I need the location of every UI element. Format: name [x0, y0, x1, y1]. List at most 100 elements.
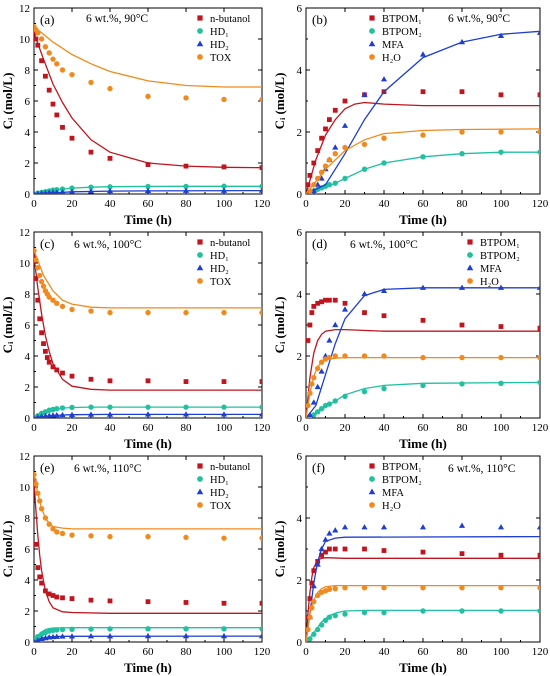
series-4-point: [537, 129, 540, 135]
series-4-point: [107, 309, 113, 316]
series-1-point: [183, 379, 189, 384]
x-tick-label: 40: [105, 198, 117, 210]
legend-marker: [369, 54, 375, 60]
series-2-point: [420, 382, 426, 389]
series-1-point: [39, 580, 44, 586]
series-2-point: [88, 184, 94, 190]
y-tick-label: 0: [297, 413, 303, 425]
series-4-point: [59, 67, 66, 73]
series-4-point: [35, 490, 41, 496]
series-4-point: [459, 354, 465, 361]
panel-label: (b): [312, 12, 327, 27]
x-tick-label: 0: [303, 198, 309, 210]
x-tick-label: 60: [143, 422, 155, 434]
series-1-point: [498, 324, 504, 329]
legend-marker: [196, 488, 204, 495]
legend-label: HD₁: [210, 27, 229, 38]
series-1-point: [327, 297, 332, 303]
y-axis-label: Cᵢ (mol/L): [272, 521, 287, 578]
y-tick-label: 0: [25, 637, 31, 649]
series-4-point: [46, 294, 52, 300]
series-1-point: [311, 160, 317, 166]
series-3-point: [318, 545, 325, 552]
series-1-point: [88, 376, 94, 382]
x-tick-label: 120: [532, 198, 549, 210]
series-2-point: [459, 151, 465, 157]
legend-label: HD₁: [210, 475, 229, 486]
series-3-point: [54, 189, 60, 194]
series-4-point: [221, 96, 227, 103]
x-axis-label: Time (h): [399, 212, 447, 227]
series-2-point: [459, 381, 465, 387]
series-2-point: [183, 183, 189, 190]
series-4-point: [46, 50, 52, 56]
condition-label: 6 wt.%, 100°C: [350, 239, 418, 251]
series-4-point: [311, 375, 317, 381]
y-tick-label: 2: [297, 351, 303, 363]
series-3-point: [380, 524, 388, 530]
series-4-point: [361, 353, 368, 359]
y-axis-label: Cᵢ (mol/L): [272, 297, 287, 354]
series-1-point: [327, 117, 332, 122]
series-1-point: [306, 182, 311, 188]
series-4-point: [537, 585, 540, 591]
data-layer: [34, 471, 262, 642]
series-4-point: [309, 605, 315, 611]
series-3-point: [306, 411, 313, 417]
x-tick-label: 40: [105, 422, 117, 434]
series-1-point: [311, 568, 317, 574]
series-3-point: [341, 306, 349, 312]
series-1-point: [323, 126, 328, 132]
y-tick-label: 4: [25, 575, 31, 587]
series-1-point: [60, 370, 65, 376]
series-4-point: [259, 535, 262, 541]
series-3-point: [458, 522, 466, 528]
condition-label: 6 wt.%, 110°C: [74, 463, 142, 475]
series-3-point: [68, 188, 76, 194]
series-3-point: [536, 29, 540, 35]
series-2-point: [381, 385, 387, 392]
series-1-point: [319, 299, 324, 305]
series-4-point: [315, 365, 321, 372]
legend-marker: [369, 476, 375, 482]
panel-label: (e): [40, 460, 54, 475]
x-tick-label: 100: [493, 646, 510, 658]
series-1-point: [381, 313, 387, 319]
legend-marker: [197, 252, 203, 258]
legend-label: BTPOM₁: [382, 462, 422, 473]
series-4-point: [40, 283, 47, 289]
series-4-point: [498, 129, 504, 135]
series-1-point: [307, 173, 313, 178]
series-3-point: [42, 189, 48, 194]
series-3-fit-line: [306, 30, 540, 194]
series-1-point: [43, 348, 48, 354]
series-1-point: [309, 580, 315, 586]
series-3-point: [144, 632, 152, 639]
legend-marker: [196, 264, 204, 271]
legend-label: n-butanol: [210, 462, 250, 473]
series-4-point: [88, 79, 94, 86]
series-4-point: [50, 297, 56, 303]
series-1-point: [46, 359, 52, 365]
panel-c: 0 20 40 60 80 100 120 0 2 4 6 8 10 12 Time (h) Cᵢ (mol/…: [0, 227, 271, 451]
x-tick-label: 120: [254, 422, 271, 434]
series-4-point: [361, 585, 368, 591]
series-4-point: [332, 151, 338, 157]
y-tick-label: 0: [297, 637, 303, 649]
series-1-point: [381, 548, 387, 553]
series-2-point: [107, 404, 113, 410]
series-4-point: [306, 626, 311, 633]
series-1-point: [46, 591, 52, 597]
series-1-point: [323, 297, 328, 303]
series-3-point: [361, 91, 368, 97]
series-1-point: [37, 574, 43, 580]
series-4-point: [381, 353, 387, 359]
x-tick-label: 60: [143, 198, 155, 210]
series-1-point: [50, 364, 56, 370]
series-2-point: [221, 183, 227, 189]
series-4-point: [183, 95, 189, 101]
legend-marker: [197, 15, 203, 21]
series-1-point: [46, 87, 52, 93]
series-2-point: [342, 175, 348, 182]
